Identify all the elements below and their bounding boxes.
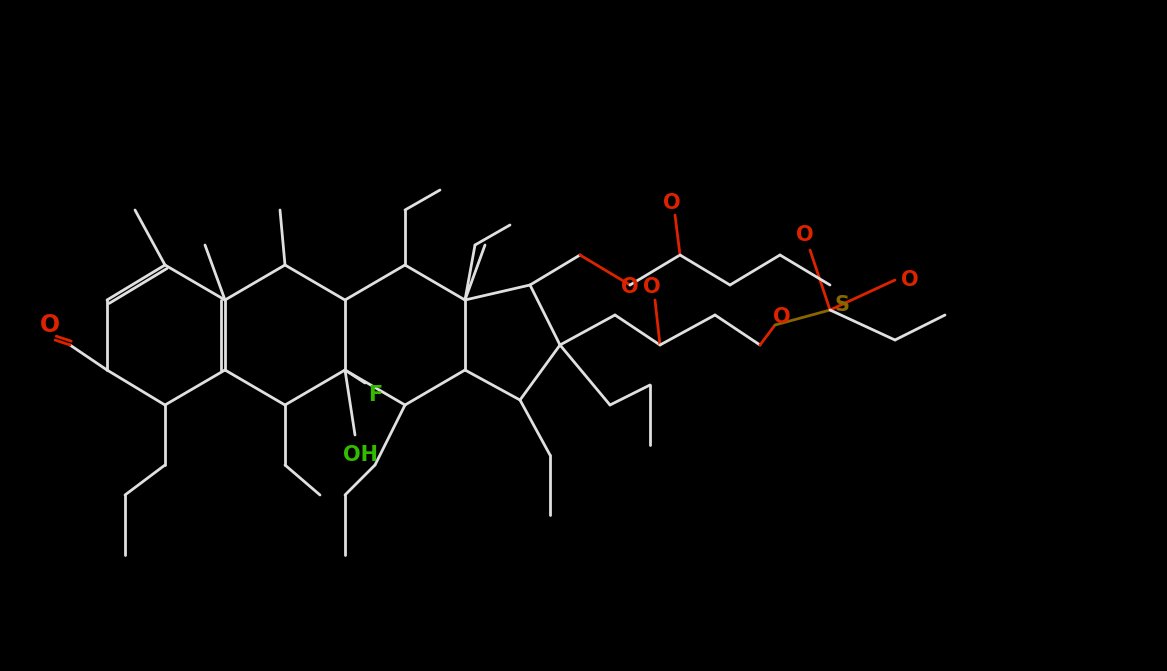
Text: O: O — [643, 277, 661, 297]
Text: OH: OH — [342, 445, 377, 465]
Text: O: O — [663, 193, 680, 213]
Text: O: O — [774, 307, 791, 327]
Text: O: O — [901, 270, 918, 290]
Text: F: F — [368, 385, 382, 405]
Text: O: O — [40, 313, 60, 337]
Text: O: O — [621, 277, 638, 297]
Text: O: O — [796, 225, 813, 245]
Text: S: S — [834, 295, 850, 315]
